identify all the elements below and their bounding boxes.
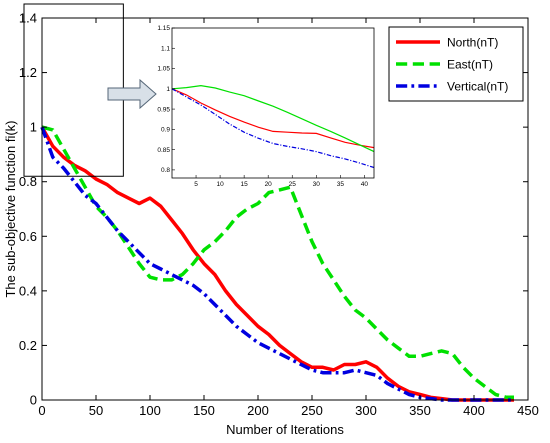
y-tick-label: 0 xyxy=(30,393,37,408)
y-tick-label: 0.8 xyxy=(19,174,37,189)
inset-x-tick-label: 25 xyxy=(289,181,297,188)
legend-label: North(nT) xyxy=(447,36,498,50)
x-tick-label: 200 xyxy=(247,403,269,418)
inset-series-group xyxy=(171,84,375,169)
inset-y-tick-label: 0.95 xyxy=(157,106,170,113)
x-tick-label: 150 xyxy=(193,403,215,418)
y-tick-label: 0.2 xyxy=(19,338,37,353)
y-tick-label: 1 xyxy=(30,120,37,135)
x-tick-label: 450 xyxy=(517,403,539,418)
x-tick-label: 400 xyxy=(463,403,485,418)
legend-label: Vertical(nT) xyxy=(447,80,508,94)
main-plot-frame xyxy=(41,17,529,401)
inset-plot: 5 10 15 20 25 30 35 40 0.8 0.85 0.9 0.95 1 1.05 1.1 1.… xyxy=(157,25,375,188)
inset-x-tick-label: 30 xyxy=(313,181,321,188)
inset-x-tick-label: 5 xyxy=(194,181,198,188)
main-plot: 0 50 100 150 200 250 300 350 400 450 0 0.2 0.4 0.6 0.… xyxy=(19,11,539,419)
x-tick-label: 50 xyxy=(89,403,103,418)
y-tick-label: 0.4 xyxy=(19,283,37,298)
legend-label: East(nT) xyxy=(447,58,493,72)
inset-y-tick-label: 1 xyxy=(166,86,170,93)
x-tick-label: 350 xyxy=(409,403,431,418)
x-tick-label: 300 xyxy=(355,403,377,418)
inset-x-tick-label: 40 xyxy=(361,181,369,188)
inset-x-tick-label: 15 xyxy=(241,181,249,188)
inset-series-line-north-nt xyxy=(171,88,375,149)
main-series-group xyxy=(40,125,514,402)
y-tick-label: 0.6 xyxy=(19,229,37,244)
legend: North(nT) East(nT) Vertical(nT) xyxy=(388,26,524,102)
inset-x-tick-label: 20 xyxy=(265,181,273,188)
inset-y-tick-label: 1.05 xyxy=(157,66,170,73)
series-line-north-nt xyxy=(40,126,514,402)
inset-plot-frame xyxy=(171,27,375,179)
inset-y-tick-label: 1.1 xyxy=(161,45,170,52)
legend-frame xyxy=(388,26,524,102)
inset-y-ticks: 0.8 0.85 0.9 0.95 1 1.05 1.1 1.15 xyxy=(157,25,175,174)
inset-x-ticks: 5 10 15 20 25 30 35 40 xyxy=(194,175,368,188)
main-y-ticks: 0 0.2 0.4 0.6 0.8 1 1.2 1.4 xyxy=(19,11,528,408)
legend-items: North(nT) East(nT) Vertical(nT) xyxy=(396,36,508,94)
series-line-vertical-nt xyxy=(40,126,514,402)
y-axis-label: The sub-objective function fi(k) xyxy=(3,120,18,297)
inset-y-tick-label: 0.85 xyxy=(157,147,170,154)
inset-x-tick-label: 35 xyxy=(337,181,345,188)
inset-y-tick-label: 1.15 xyxy=(157,25,170,32)
inset-y-tick-label: 0.8 xyxy=(161,167,170,174)
y-tick-label: 1.2 xyxy=(19,65,37,80)
main-x-ticks: 0 50 100 150 200 250 300 350 400 450 xyxy=(38,18,539,418)
y-tick-label: 1.4 xyxy=(19,11,37,26)
x-axis-label: Number of Iterations xyxy=(226,422,344,437)
x-tick-label: 100 xyxy=(139,403,161,418)
inset-background xyxy=(172,28,374,178)
inset-x-tick-label: 10 xyxy=(216,181,224,188)
zoom-arrow-icon xyxy=(107,78,157,110)
inset-series-line-vertical-nt xyxy=(171,88,375,169)
x-tick-label: 250 xyxy=(301,403,323,418)
x-tick-label: 0 xyxy=(38,403,45,418)
inset-series-line-east-nt xyxy=(171,84,375,153)
inset-y-tick-label: 0.9 xyxy=(161,127,170,134)
